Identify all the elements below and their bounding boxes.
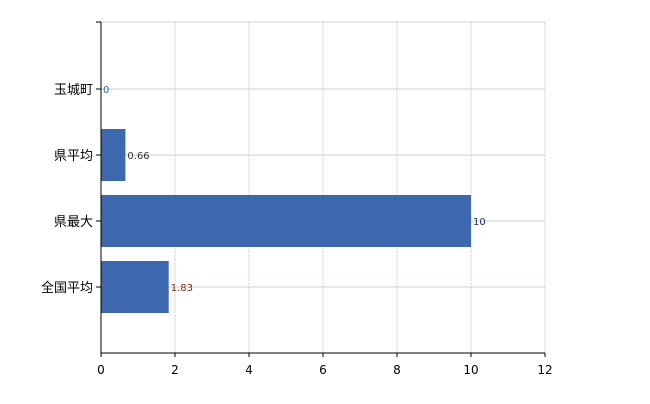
- category-label: 県最大: [54, 215, 93, 230]
- x-tick-label: 6: [319, 363, 327, 377]
- x-tick-label: 0: [97, 363, 105, 377]
- bar: [101, 261, 169, 313]
- x-tick-label: 12: [537, 363, 552, 377]
- category-label: 玉城町: [54, 83, 93, 98]
- category-label: 県平均: [54, 149, 93, 164]
- x-tick-label: 4: [245, 363, 253, 377]
- data-label: 1.83: [171, 283, 193, 294]
- bar: [101, 195, 471, 247]
- bar: [101, 129, 126, 181]
- x-tick-label: 2: [171, 363, 179, 377]
- x-tick-label: 8: [393, 363, 401, 377]
- data-label: 0.66: [127, 151, 149, 162]
- category-label: 全国平均: [41, 280, 93, 296]
- x-tick-label: 10: [463, 363, 478, 377]
- data-label: 0: [103, 85, 109, 96]
- data-label: 10: [473, 217, 486, 228]
